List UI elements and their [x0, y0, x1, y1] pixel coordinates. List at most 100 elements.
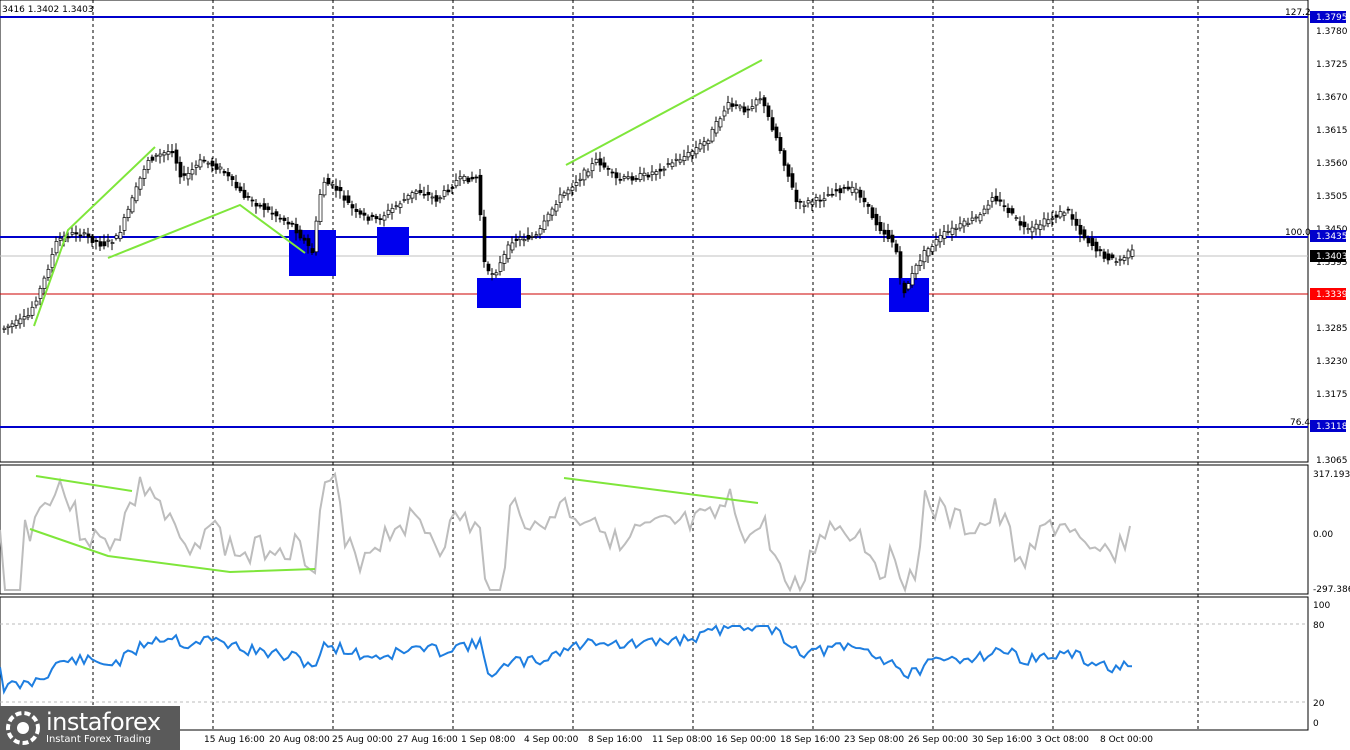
candle-body	[922, 250, 927, 263]
candle-body	[574, 182, 579, 186]
candle-body	[942, 231, 947, 239]
candle-body	[406, 195, 411, 200]
candle-body	[962, 220, 967, 227]
candle-body	[930, 246, 935, 252]
fib-100-tag-text: 1.3435	[1316, 232, 1348, 242]
candle-body	[590, 163, 595, 172]
candle-body	[162, 152, 167, 156]
candle-body	[414, 190, 419, 194]
candle-body	[566, 189, 571, 195]
candle-body	[86, 233, 91, 238]
divergence-lines	[33, 59, 763, 327]
price-axis: 1.3780 1.3725 1.3670 1.3615 1.3560 1.3505 1.34…	[1316, 27, 1348, 466]
candle-body	[610, 171, 615, 174]
candle-body	[1014, 217, 1019, 220]
highlight-box	[889, 278, 929, 312]
cci-min-label: -297.386	[1313, 585, 1350, 595]
candle-body	[702, 141, 707, 146]
candle-body	[934, 239, 939, 246]
candle-body	[686, 151, 691, 158]
candle-body	[694, 147, 699, 155]
candle-body	[834, 189, 839, 192]
candle-body	[1018, 221, 1023, 226]
rsi-80-label: 80	[1313, 621, 1325, 631]
candle-body	[1034, 223, 1039, 230]
time-axis-label: 25 Aug 00:00	[332, 735, 393, 745]
candle-body	[458, 176, 463, 180]
candle-body	[818, 199, 823, 202]
candle-body	[562, 192, 567, 196]
candle-body	[146, 160, 151, 170]
candle-body	[502, 254, 507, 264]
time-axis-label: 23 Sep 08:00	[844, 735, 904, 745]
brand-name: instaforex	[46, 708, 161, 736]
candle-body	[910, 273, 915, 286]
candle-body	[622, 176, 627, 179]
candle-body	[246, 196, 251, 198]
candle-body	[442, 190, 447, 197]
candle-body	[298, 229, 303, 239]
candle-body	[270, 212, 275, 215]
candle-body	[966, 222, 971, 225]
candle-body	[50, 254, 55, 268]
time-axis-label: 27 Aug 16:00	[397, 735, 458, 745]
candle-body	[126, 208, 131, 219]
candle-body	[530, 236, 535, 238]
candle-body	[170, 151, 175, 154]
candle-body	[986, 204, 991, 210]
candle-body	[142, 169, 147, 179]
candle-body	[846, 186, 851, 190]
candle-body	[1002, 205, 1007, 208]
candle-body	[422, 193, 427, 196]
candle-body	[682, 156, 687, 161]
fib-127-tag	[1310, 11, 1346, 23]
candle-body	[918, 260, 923, 266]
candle-body	[806, 200, 811, 204]
candle-body	[330, 183, 335, 186]
candle-body	[190, 169, 195, 175]
candle-body	[70, 232, 75, 235]
rsi-panel	[0, 596, 1309, 731]
candle-body	[838, 188, 843, 194]
candle-body	[466, 177, 471, 183]
candle-body	[1070, 214, 1075, 220]
current-price-tag-text: 1.3403	[1316, 252, 1348, 262]
candle-body	[662, 168, 667, 171]
candle-body	[658, 168, 663, 172]
candle-body	[174, 149, 179, 164]
rsi-line	[0, 624, 1133, 695]
candle-body	[26, 315, 31, 318]
candle-body	[550, 208, 555, 216]
candle-body	[194, 164, 199, 168]
candle-body	[506, 244, 511, 260]
candle-body	[30, 306, 35, 316]
candle-body	[22, 316, 27, 320]
candle-body	[594, 158, 599, 163]
candle-body	[998, 199, 1003, 202]
candle-body	[738, 105, 743, 109]
candle-body	[782, 150, 787, 166]
candle-body	[874, 213, 879, 226]
candle-body	[842, 187, 847, 189]
candle-body	[446, 189, 451, 193]
candle-body	[98, 241, 103, 247]
candle-body	[138, 177, 143, 190]
candle-body	[606, 168, 611, 170]
candle-body	[938, 235, 943, 243]
candle-body	[514, 238, 519, 241]
candle-body	[242, 189, 247, 198]
cci-panel	[0, 464, 1309, 595]
candle-body	[902, 282, 907, 294]
candle-body	[790, 173, 795, 188]
candle-body	[218, 166, 223, 170]
candle-body	[786, 164, 791, 177]
candle-body	[746, 108, 751, 111]
candle-body	[634, 178, 639, 180]
candle-body	[802, 204, 807, 207]
candle-body	[1042, 218, 1047, 227]
candle-body	[642, 172, 647, 177]
candle-body	[698, 143, 703, 150]
candle-body	[366, 216, 371, 221]
candle-body	[1058, 211, 1063, 218]
